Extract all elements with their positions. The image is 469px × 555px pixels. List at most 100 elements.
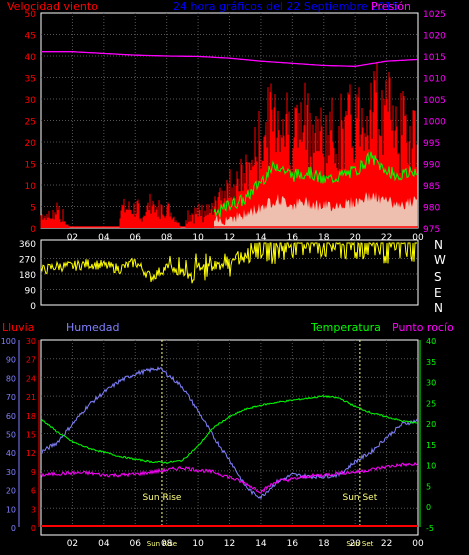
wind-direction-line	[40, 241, 417, 284]
wind-min-area	[214, 191, 417, 228]
wind-xtick-label: 20	[349, 233, 361, 243]
rain-ytick-label: 15	[26, 431, 36, 440]
wind-ytick-label: 0	[30, 225, 36, 235]
humidity-ytick-label: 0	[11, 524, 16, 533]
pressure-ytick-label: 985	[423, 182, 440, 192]
humidity-ytick-label: 90	[6, 356, 16, 365]
temperature-line	[40, 394, 419, 464]
rain-ytick-label: 12	[26, 449, 36, 458]
lower-xtick-label: 06	[130, 539, 142, 549]
wind-xtick-label: 16	[287, 233, 299, 243]
pressure-ytick-label: 1005	[423, 96, 446, 106]
direction-ytick-label: 360	[19, 240, 36, 250]
dir-label-s: S	[434, 270, 442, 284]
humidity-ytick-label: 100	[1, 337, 16, 346]
pressure-label: Presión	[371, 0, 411, 13]
sunrise-annotation: Sun Rise	[142, 493, 181, 503]
wind-ytick-label: 20	[25, 139, 37, 149]
humidity-ytick-label: 20	[6, 487, 16, 496]
direction-panel-frame	[40, 239, 419, 306]
direction-ytick-label: 180	[19, 271, 36, 281]
humidity-ytick-label: 40	[6, 449, 16, 458]
pressure-ytick-label: 1000	[423, 118, 446, 128]
wind-xtick-label: 10	[192, 233, 204, 243]
dir-label-n-bottom: N	[434, 301, 443, 315]
direction-ytick-label: 0	[30, 302, 36, 312]
rain-ytick-label: 0	[31, 524, 36, 533]
dewpoint-line	[40, 462, 419, 494]
lower-xtick-label: 16	[287, 539, 299, 549]
rain-ytick-label: 30	[26, 337, 36, 346]
temperature-ytick-label: 5	[426, 482, 431, 491]
pressure-ytick-label: 1020	[423, 32, 446, 42]
humidity-ytick-label: 70	[6, 393, 16, 402]
pressure-ytick-label: 995	[423, 139, 440, 149]
wind-ytick-label: 50	[25, 10, 37, 20]
rain-ytick-label: 3	[31, 505, 36, 514]
rain-ytick-label: 6	[31, 487, 36, 496]
lower-xtick-label: 10	[192, 539, 204, 549]
temperature-ytick-label: 25	[426, 399, 436, 408]
sunrise-axis-label: Sun Rise	[147, 540, 177, 548]
temperature-ytick-label: 15	[426, 441, 436, 450]
wind-ytick-label: 5	[30, 204, 36, 214]
rain-ytick-label: 24	[26, 374, 36, 383]
rain-ytick-label: 9	[31, 468, 36, 477]
wind-xtick-label: 18	[318, 233, 330, 243]
chart-title: 24 hora gráficos del 22 Septiembre 2015	[173, 0, 399, 13]
lower-xtick-label: 02	[67, 539, 78, 549]
pressure-ytick-label: 1010	[423, 75, 446, 85]
lower-xtick-label: 14	[255, 539, 267, 549]
temperature-ytick-label: 0	[426, 503, 431, 512]
wind-xtick-label: 02	[67, 233, 78, 243]
direction-ytick-label: 90	[25, 287, 37, 297]
rain-ytick-label: 27	[26, 356, 36, 365]
wind-speed-label: Velocidad viento	[7, 0, 98, 13]
wind-xtick-label: 22	[381, 233, 392, 243]
wind-ytick-label: 35	[25, 75, 36, 85]
wind-xtick-label: 14	[255, 233, 267, 243]
wind-ytick-label: 25	[25, 118, 36, 128]
dir-label-n-top: N	[434, 238, 443, 252]
wind-ytick-label: 45	[25, 32, 36, 42]
humidity-ytick-label: 60	[6, 412, 16, 421]
rain-ytick-label: 21	[26, 393, 36, 402]
direction-ytick-label: 270	[19, 256, 36, 266]
wind-average-line	[213, 151, 418, 218]
pressure-ytick-label: 990	[423, 161, 440, 171]
sunset-axis-label: Sun Set	[346, 540, 373, 548]
wind-xtick-label: 04	[98, 233, 110, 243]
wind-ytick-label: 40	[25, 53, 37, 63]
wind-xtick-label: 12	[224, 233, 235, 243]
temperature-ytick-label: 40	[426, 337, 436, 346]
wind-xtick-label: 06	[130, 233, 142, 243]
lower-xtick-label: 12	[224, 539, 235, 549]
sunset-annotation: Sun Set	[342, 493, 377, 503]
temperature-ytick-label: 35	[426, 358, 436, 367]
lower-xtick-label: 00	[412, 539, 424, 549]
lower-xtick-label: 08	[161, 539, 173, 549]
pressure-line	[41, 51, 418, 67]
pressure-ytick-label: 1015	[423, 53, 446, 63]
rain-ytick-label: 18	[26, 412, 36, 421]
temperature-ytick-label: -5	[426, 524, 434, 533]
lower-xtick-label: 22	[381, 539, 392, 549]
wind-ytick-label: 15	[25, 161, 36, 171]
humidity-ytick-label: 30	[6, 468, 16, 477]
wind-ytick-label: 10	[25, 182, 37, 192]
lower-xtick-label: 04	[98, 539, 110, 549]
humidity-label: Humedad	[66, 321, 119, 334]
temperature-ytick-label: 30	[426, 379, 436, 388]
humidity-ytick-label: 50	[6, 431, 16, 440]
rain-label: Lluvia	[2, 321, 34, 334]
lower-xtick-label: 20	[349, 539, 361, 549]
wind-ytick-label: 30	[25, 96, 37, 106]
temperature-ytick-label: 10	[426, 462, 436, 471]
dewpoint-label: Punto rocío	[392, 321, 454, 334]
pressure-ytick-label: 980	[423, 204, 440, 214]
humidity-ytick-label: 10	[6, 505, 16, 514]
wind-xtick-label: 08	[161, 233, 173, 243]
dir-label-e: E	[434, 286, 442, 300]
dir-label-w: W	[434, 253, 446, 267]
